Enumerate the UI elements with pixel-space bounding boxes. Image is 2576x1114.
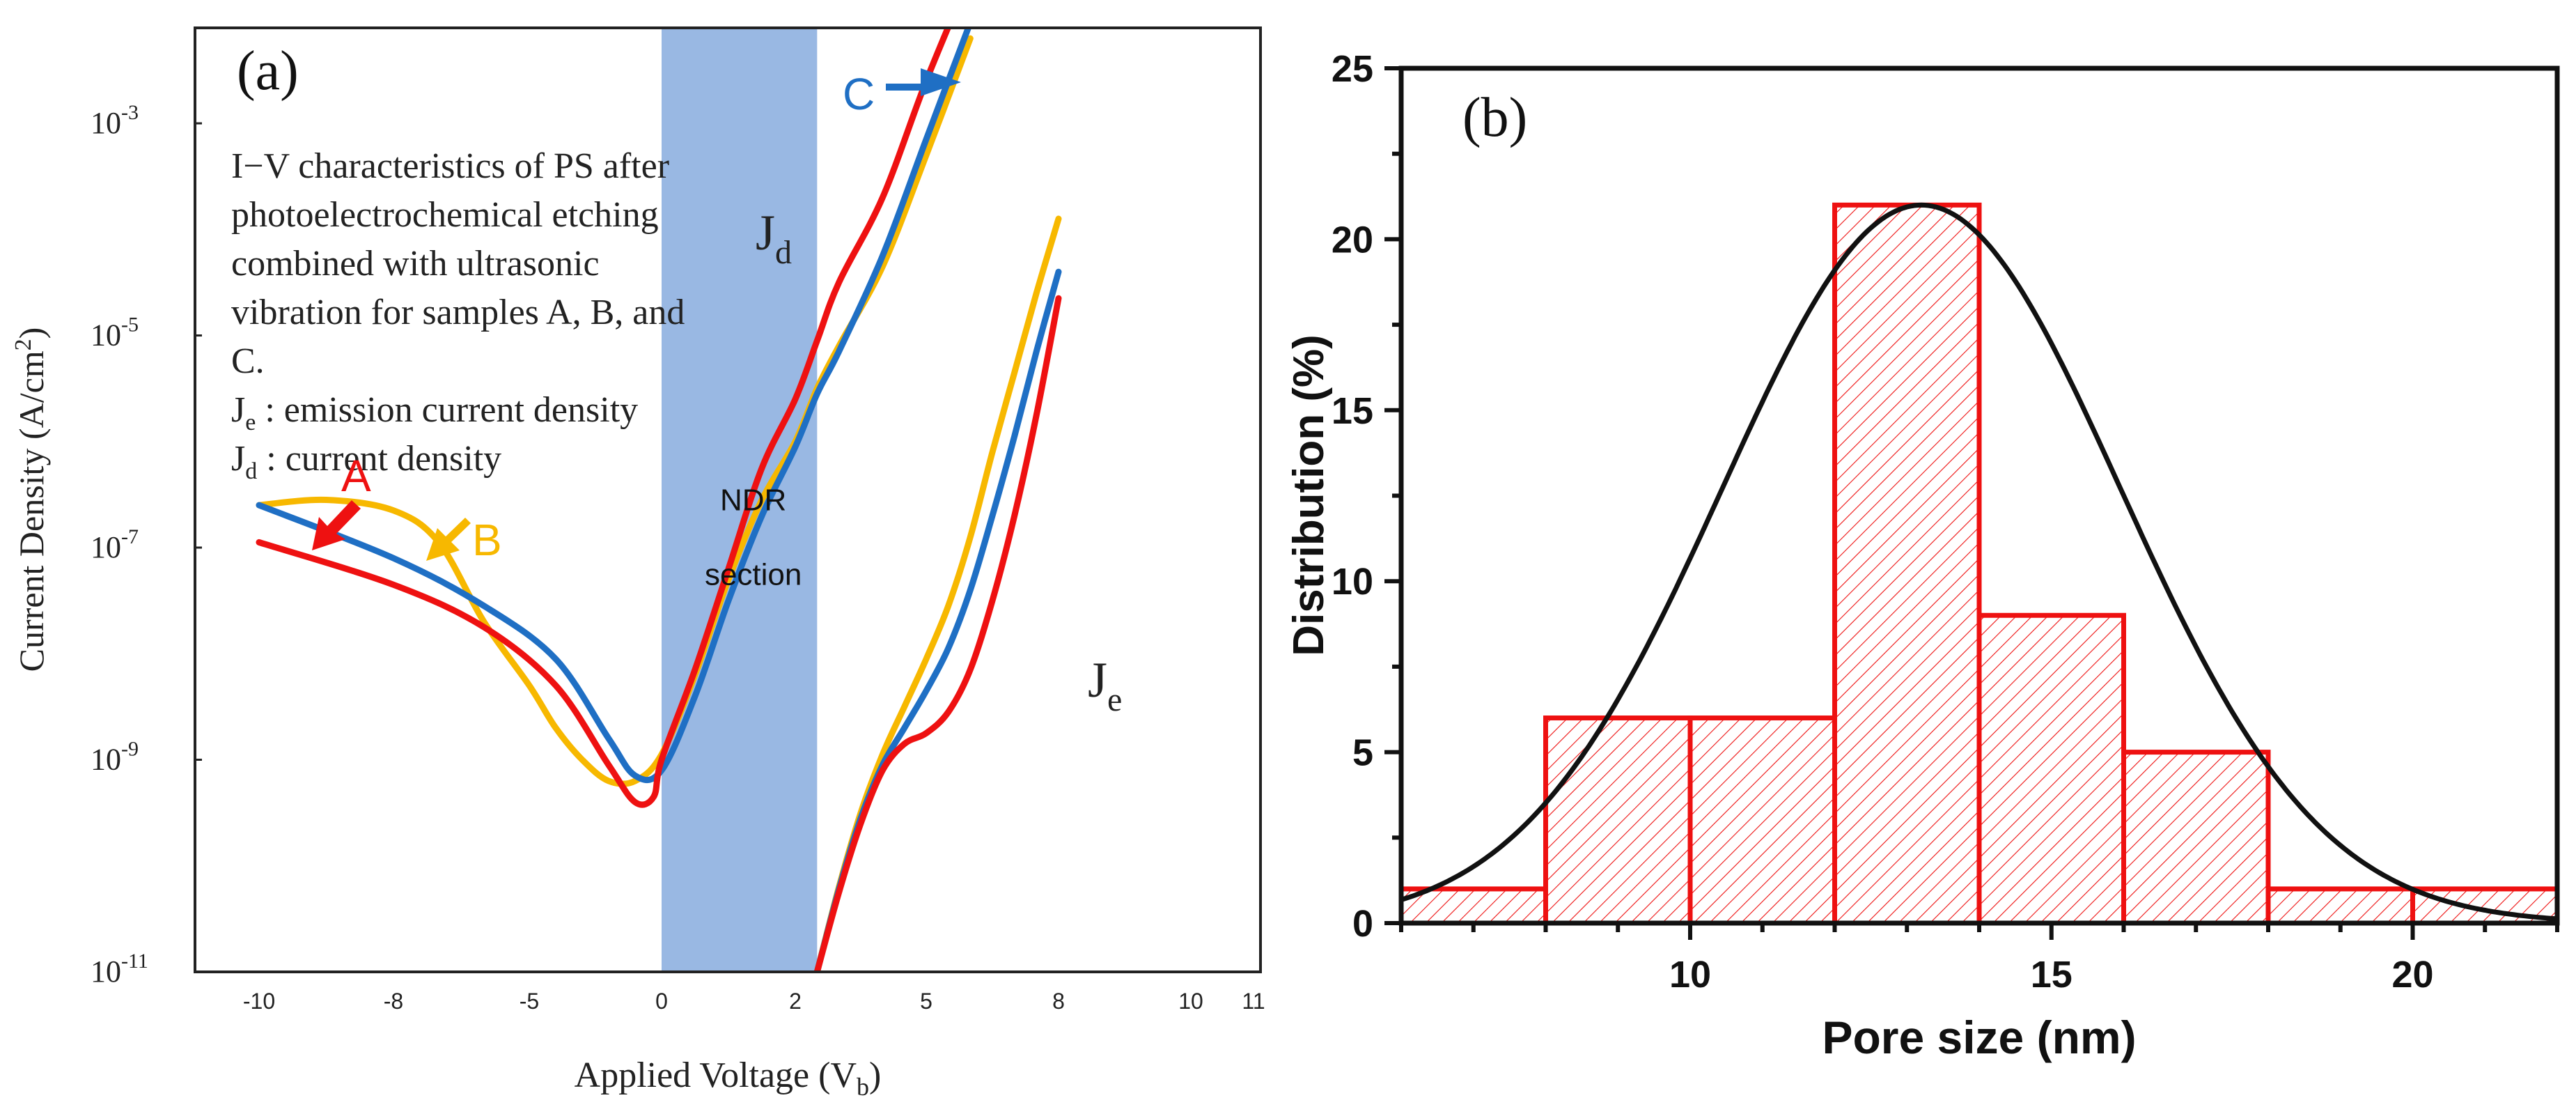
y-tick-label: 25	[1332, 48, 1373, 90]
panel-b-x-label: Pore size (nm)	[1822, 1012, 2136, 1063]
x-tick-label: 11	[1242, 989, 1265, 1014]
x-tick-label: 2	[789, 989, 802, 1014]
panel-b-y-ticks: 0 5 10 15 20 25	[1332, 48, 1401, 945]
arrow-C	[886, 68, 961, 96]
y-tick-label: 10-9	[91, 738, 139, 777]
panel-b-label: (b)	[1462, 87, 1527, 148]
y-tick-label: 10-3	[91, 101, 139, 140]
panel-a-frame	[194, 26, 1262, 973]
y-tick-label: 20	[1332, 219, 1373, 261]
y-tick-label: 0	[1352, 903, 1373, 945]
panel-a-x-label: Applied Voltage (Vb)	[575, 1055, 882, 1101]
histogram-bar-3	[1687, 715, 1837, 926]
y-tick-label: 5	[1352, 732, 1373, 774]
legend-je: Je : emission current density	[231, 390, 638, 435]
x-tick-label: -10	[243, 989, 275, 1014]
y-tick-label: 10-11	[91, 950, 148, 989]
x-tick-label: 8	[1052, 989, 1065, 1014]
y-tick-label: 10-5	[91, 314, 139, 353]
legend-line-5: C.	[231, 341, 265, 381]
legend-line-4: vibration for samples A, B, and	[231, 293, 685, 332]
x-tick-label: -5	[520, 989, 539, 1014]
label-Je: Je	[1088, 652, 1122, 718]
histogram-bar-5	[1976, 612, 2126, 926]
series-A-Je	[813, 295, 1062, 972]
series-A-Jd	[256, 28, 952, 808]
series-B-Je	[813, 215, 1062, 972]
series-C-Je	[813, 268, 1062, 972]
panel-a-ndr-label-line2: section	[705, 557, 802, 591]
x-tick-label: 10	[1669, 954, 1711, 996]
x-tick-label: 5	[920, 989, 932, 1014]
histogram-bar-2	[1543, 715, 1693, 926]
x-tick-label: 15	[2031, 954, 2072, 996]
panel-b-bars	[1398, 202, 2560, 926]
panel-a-ndr-band	[662, 28, 818, 972]
histogram-bar-7	[2265, 886, 2415, 926]
panel-a-y-label: Current Density (A/cm2)	[10, 327, 51, 672]
panel-a-ndr-label-line1: NDR	[720, 483, 786, 518]
x-tick-label: -8	[384, 989, 403, 1014]
label-A: A	[341, 451, 371, 501]
x-tick-label: 0	[655, 989, 668, 1014]
x-tick-label: 20	[2391, 954, 2433, 996]
panel-a-legend-text: I−V characteristics of PS after photoele…	[231, 146, 685, 484]
histogram-bar-6	[2121, 750, 2271, 926]
panel-a-curves	[256, 28, 1062, 972]
histogram-bar-4	[1832, 202, 1982, 926]
panel-b-x-ticks: 10 15 20	[1399, 923, 2559, 996]
panel-a-label: (a)	[237, 40, 299, 102]
label-B: B	[472, 515, 502, 565]
panel-a-y-ticks: 10-3 10-5 10-7 10-9 10-11	[91, 101, 202, 989]
panel-b-y-label: Distribution (%)	[1285, 334, 1333, 656]
label-Jd: Jd	[756, 205, 792, 271]
arrow-B	[426, 518, 471, 561]
legend-jd: Jd : current density	[231, 439, 501, 484]
panel-b-gaussian-fit	[1401, 202, 2557, 922]
series-C-Jd	[256, 28, 972, 784]
label-C: C	[843, 69, 875, 119]
legend-line-3: combined with ultrasonic	[231, 244, 600, 284]
panel-b: 10 15 20 0 5 10 15 20 25 (b) Pore size (nm) Dis…	[1285, 48, 2560, 1063]
y-tick-label: 10	[1332, 561, 1373, 603]
legend-line-2: photoelectrochemical etching	[231, 195, 659, 235]
x-tick-label: 10	[1178, 989, 1203, 1014]
panel-a: -10 -8 -5 0 2 5 8 10 11 10-3 10-5 10-7 10-9 10-11 ND…	[10, 26, 1265, 1101]
legend-line-1: I−V characteristics of PS after	[231, 146, 669, 186]
y-tick-label: 15	[1332, 390, 1373, 432]
panel-a-x-ticks: -10 -8 -5 0 2 5 8 10 11	[243, 989, 1265, 1014]
y-tick-label: 10-7	[91, 525, 139, 564]
arrow-A	[312, 500, 361, 550]
